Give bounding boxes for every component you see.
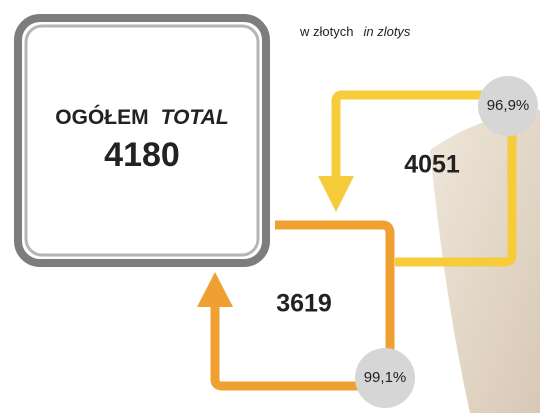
flow-value: 3619 [276, 290, 332, 318]
orange-arrowhead [197, 272, 233, 307]
total-value: 4180 [104, 136, 180, 174]
flow-value: 4051 [404, 151, 460, 179]
share-label: 99,1% [364, 369, 407, 386]
share-label: 96,9% [487, 97, 530, 114]
share-circle [478, 76, 538, 136]
yellow-arrowhead [318, 176, 354, 212]
total-box-inner [24, 24, 260, 257]
total-box [14, 14, 270, 267]
share-circle [355, 348, 415, 408]
unit-label: w złotych in zlotys [299, 24, 411, 39]
total-label: OGÓŁEM TOTAL [55, 105, 228, 129]
